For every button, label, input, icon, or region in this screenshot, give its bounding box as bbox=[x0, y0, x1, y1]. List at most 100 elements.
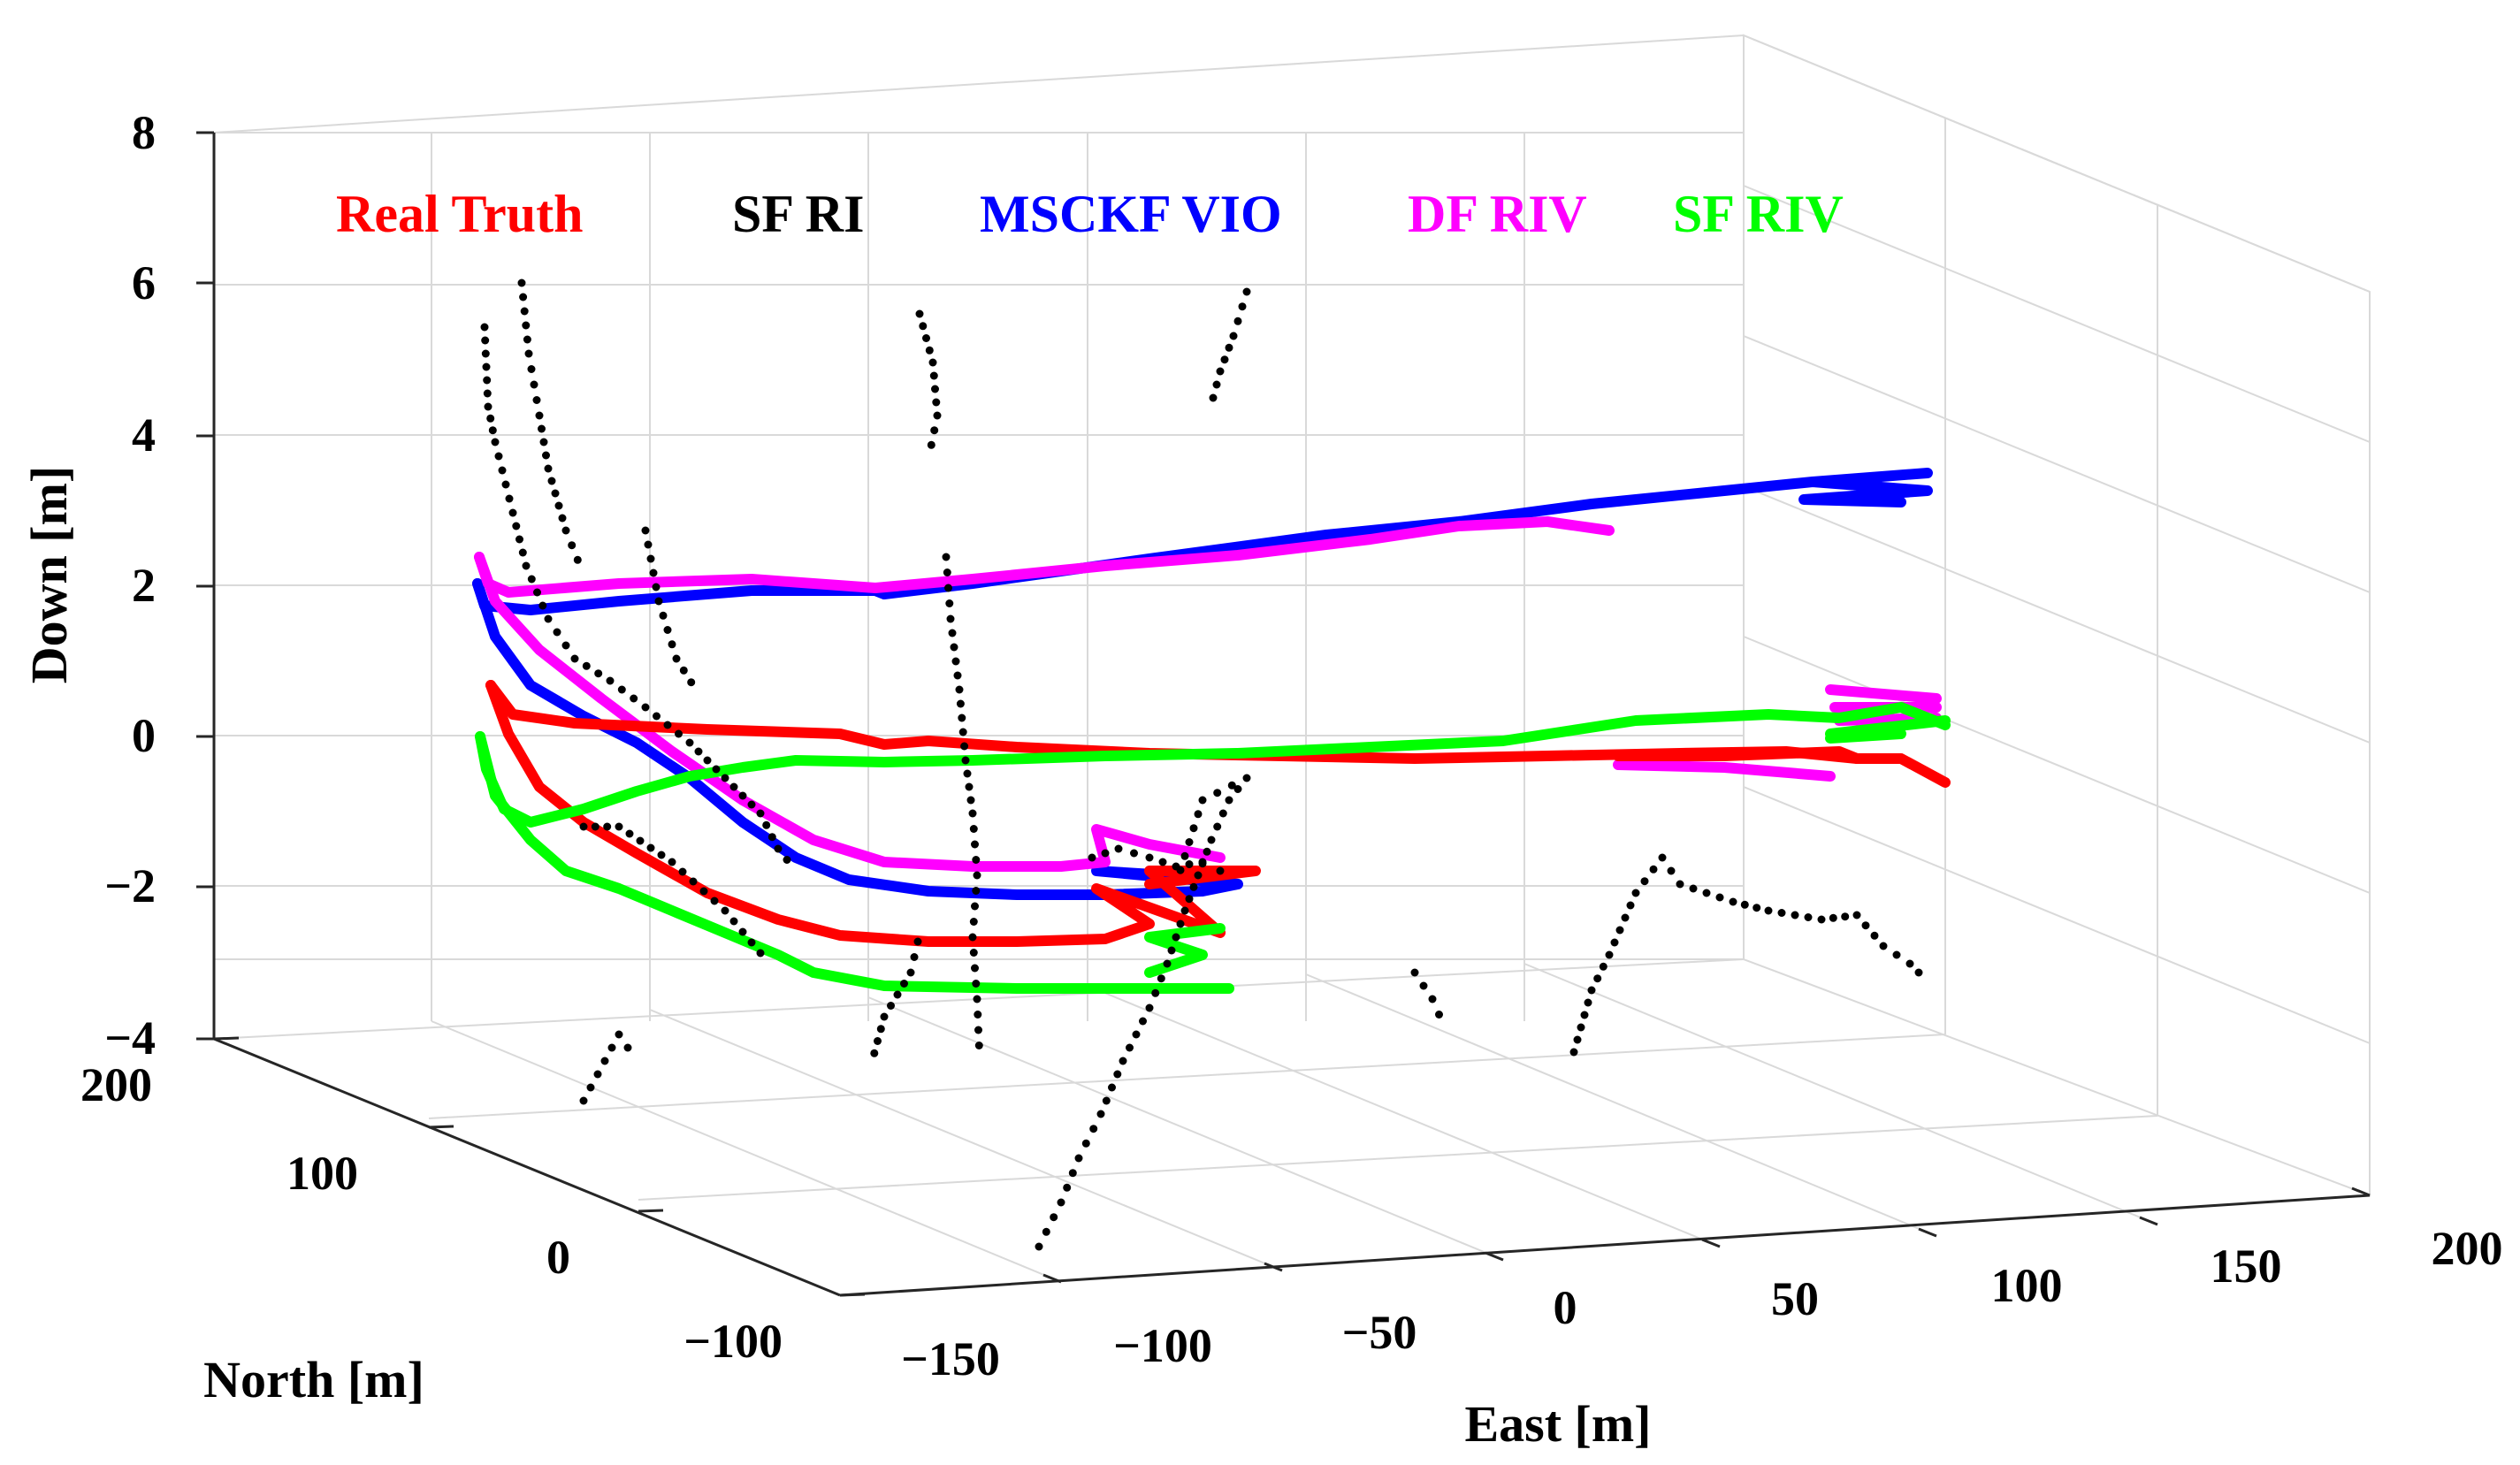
x-tick-label: 100 bbox=[1991, 1259, 2063, 1312]
sf-ri-point bbox=[1081, 1139, 1090, 1148]
sf-ri-point bbox=[530, 380, 538, 389]
sf-ri-point bbox=[498, 466, 507, 475]
sf-ri-point bbox=[1167, 946, 1176, 955]
sf-ri-point bbox=[1410, 968, 1419, 977]
y-tick-label: 200 bbox=[80, 1058, 152, 1111]
sf-ri-point bbox=[687, 678, 696, 687]
sf-ri-point bbox=[933, 411, 942, 420]
sf-ri-point bbox=[1198, 796, 1207, 805]
sf-ri-point bbox=[1626, 901, 1635, 910]
sf-ri-point bbox=[919, 322, 928, 331]
sf-ri-point bbox=[694, 747, 703, 756]
series-real-truth-right bbox=[1613, 746, 1862, 764]
sf-ri-point bbox=[1238, 302, 1247, 311]
sf-ri-point bbox=[943, 568, 951, 576]
grid-top-right-edge bbox=[1743, 34, 2371, 293]
sf-ri-point bbox=[554, 501, 563, 510]
sf-ri-point bbox=[944, 584, 952, 592]
sf-ri-point bbox=[494, 452, 503, 461]
sf-ri-point bbox=[1777, 909, 1786, 917]
sf-ri-point bbox=[1209, 393, 1218, 402]
east-axis-ticks: −150 −100 −50 0 50 100 150 200 bbox=[901, 1186, 2503, 1385]
sf-ri-point bbox=[1172, 862, 1180, 871]
sf-ri-point bbox=[966, 796, 975, 805]
sf-ri-point bbox=[973, 871, 981, 880]
sf-ri-point bbox=[1667, 866, 1676, 875]
sf-ri-point bbox=[1225, 343, 1233, 352]
sf-ri-point bbox=[930, 426, 939, 435]
sf-ri-point bbox=[1042, 1227, 1050, 1236]
sf-ri-point bbox=[654, 597, 663, 606]
grid-back-wall bbox=[213, 132, 1745, 1021]
sf-ri-point bbox=[960, 742, 969, 751]
series-sf-riv-lower bbox=[475, 731, 1234, 994]
sf-ri-point bbox=[561, 641, 570, 650]
trajectory-layer bbox=[472, 279, 1951, 1251]
legend-entry-msckf-vio: MSCKF VIO bbox=[980, 185, 1282, 243]
sf-ri-point bbox=[945, 599, 954, 607]
sf-ri-point bbox=[1101, 849, 1110, 858]
sf-ri-point bbox=[906, 968, 915, 977]
sf-ri-point bbox=[573, 555, 582, 564]
sf-ri-point bbox=[1804, 913, 1813, 921]
sf-ri-point bbox=[946, 614, 955, 623]
sf-ri-point bbox=[1163, 959, 1172, 968]
sf-ri-point bbox=[1689, 884, 1698, 893]
sf-ri-point bbox=[1229, 332, 1238, 340]
sf-ri-point bbox=[1176, 919, 1185, 928]
sf-ri-point bbox=[606, 676, 615, 685]
sf-ri-point bbox=[721, 906, 729, 915]
sf-ri-point bbox=[963, 769, 972, 778]
sf-ri-point bbox=[1658, 853, 1667, 862]
sf-ri-point bbox=[547, 477, 556, 485]
series-sf-riv-right bbox=[1825, 715, 1951, 744]
sf-ri-point bbox=[672, 654, 681, 663]
sf-ri-point bbox=[729, 917, 738, 926]
grid-floor bbox=[213, 958, 2158, 1283]
sf-ri-point bbox=[1108, 1083, 1116, 1092]
sf-ri-point bbox=[663, 626, 672, 634]
sf-ri-point bbox=[756, 809, 765, 818]
sf-ri-point bbox=[1035, 1242, 1043, 1251]
sf-ri-point bbox=[1088, 853, 1096, 862]
sf-ri-point bbox=[593, 1070, 602, 1079]
sf-ri-point bbox=[1074, 1154, 1083, 1163]
sf-ri-point bbox=[1892, 950, 1901, 959]
sf-ri-point bbox=[1580, 1011, 1589, 1019]
sf-ri-point bbox=[1764, 906, 1773, 915]
legend-entry-sf-ri: SF RI bbox=[732, 185, 864, 243]
sf-ri-point bbox=[568, 541, 577, 550]
sf-ri-point bbox=[1185, 838, 1194, 846]
sf-ri-point bbox=[913, 937, 922, 946]
sf-ri-point bbox=[965, 782, 974, 791]
sf-ri-point bbox=[1063, 1183, 1072, 1192]
sf-ri-point bbox=[553, 628, 561, 637]
sf-ri-point bbox=[508, 508, 517, 517]
sf-ri-point bbox=[1189, 824, 1198, 833]
sf-ri-point bbox=[932, 398, 941, 407]
grid-top-back-edge bbox=[213, 34, 1745, 134]
sf-ri-point bbox=[517, 279, 526, 287]
sf-ri-point bbox=[870, 1049, 879, 1057]
sf-ri-point bbox=[644, 540, 653, 549]
sf-ri-point bbox=[1227, 781, 1236, 790]
sf-ri-point bbox=[1198, 858, 1207, 866]
sf-ri-point bbox=[1649, 865, 1658, 874]
x-tick-label: −150 bbox=[901, 1332, 1000, 1385]
z-tick-label: 2 bbox=[132, 559, 156, 612]
sf-ri-point bbox=[1213, 822, 1222, 831]
sf-ri-point bbox=[1610, 938, 1619, 947]
sf-ri-point bbox=[1428, 995, 1437, 1003]
sf-ri-point bbox=[1870, 931, 1879, 940]
sf-ri-point bbox=[532, 396, 541, 404]
sf-ri-point bbox=[738, 927, 747, 936]
sf-ri-point bbox=[729, 782, 738, 791]
sf-ri-point bbox=[1640, 877, 1649, 886]
sf-ri-point bbox=[649, 568, 658, 577]
sf-ri-point bbox=[1180, 851, 1189, 860]
sf-ri-point bbox=[527, 365, 536, 373]
sf-ri-point bbox=[641, 703, 650, 712]
sf-ri-point bbox=[1435, 1011, 1443, 1019]
sf-ri-point bbox=[1089, 1125, 1098, 1133]
sf-ri-point bbox=[973, 995, 981, 1003]
